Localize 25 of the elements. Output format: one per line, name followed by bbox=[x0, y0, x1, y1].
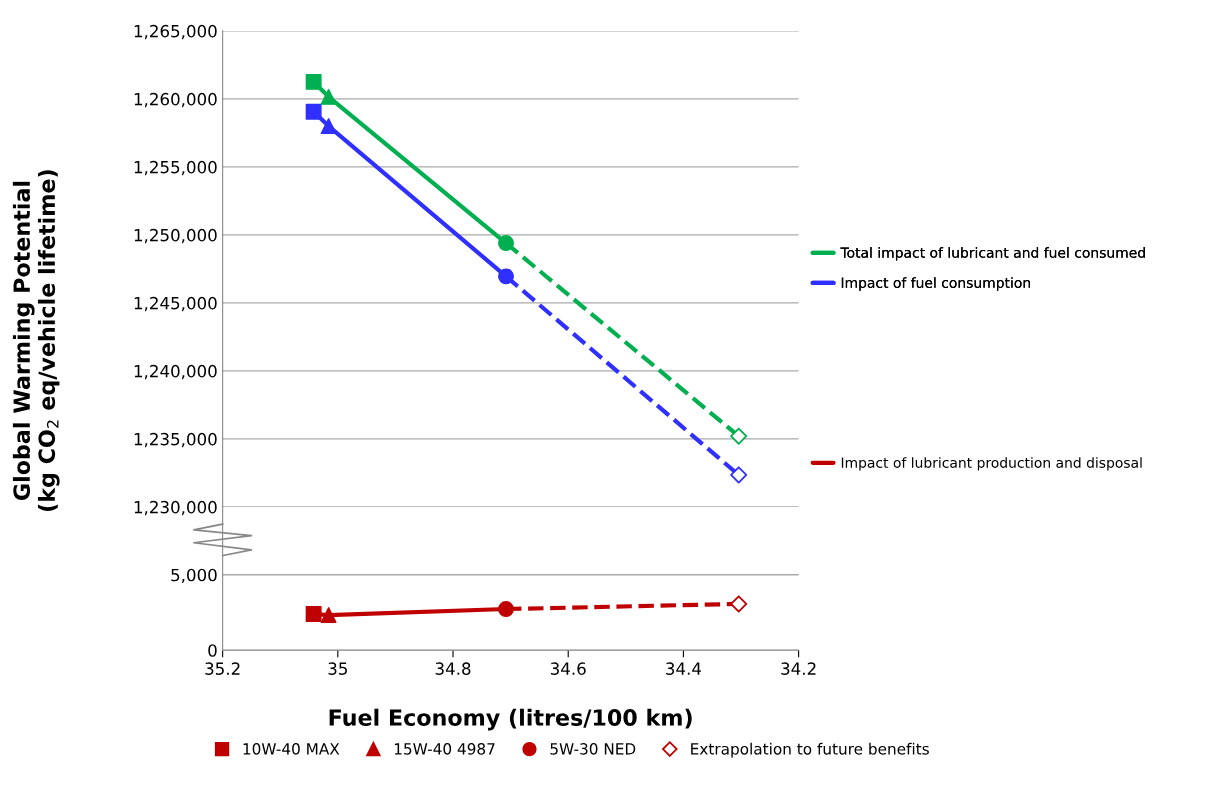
y-tick-label: 1,255,000 bbox=[134, 160, 217, 176]
legend-label: 15W-40 4987 bbox=[394, 743, 495, 755]
x-tick-label: 34.2 bbox=[781, 662, 816, 675]
x-tick-label: 35.2 bbox=[205, 662, 240, 675]
legend-label: 10W-40 MAX bbox=[243, 743, 340, 755]
y-tick-label: 1,265,000 bbox=[134, 24, 217, 40]
y-tick-label: 1,260,000 bbox=[134, 92, 217, 108]
y-tick-label: 1,250,000 bbox=[134, 228, 217, 244]
legend-label: Extrapolation to future benefits bbox=[691, 742, 929, 758]
y-tick-label: 1,245,000 bbox=[134, 296, 217, 312]
x-tick-label: 35 bbox=[328, 662, 347, 675]
legend-label: Total impact of lubricant and fuel consumed bbox=[840, 247, 1145, 261]
legend-label: Impact of fuel consumption bbox=[841, 277, 1030, 291]
y-tick-label: 1,230,000 bbox=[134, 500, 217, 516]
x-axis-title: Fuel Economy (litres/100 km) bbox=[329, 708, 692, 731]
x-tick-label: 34.4 bbox=[666, 662, 702, 675]
x-tick-label: 34.6 bbox=[550, 662, 586, 675]
x-tick-label: 34.8 bbox=[435, 662, 471, 675]
y-tick-label: 5,000 bbox=[171, 568, 217, 584]
y-tick-label: 1,240,000 bbox=[134, 364, 217, 380]
legend-label: 5W-30 NED bbox=[550, 743, 636, 755]
y-tick-label: 0 bbox=[208, 644, 217, 657]
y-tick-label: 1,235,000 bbox=[134, 432, 217, 448]
y-axis-title: Global Warming Potential (kg CO$_{2}$ eq/vehicle lifetime) bbox=[12, 170, 60, 511]
legend-label: Impact of lubricant production and disposal bbox=[841, 457, 1142, 471]
